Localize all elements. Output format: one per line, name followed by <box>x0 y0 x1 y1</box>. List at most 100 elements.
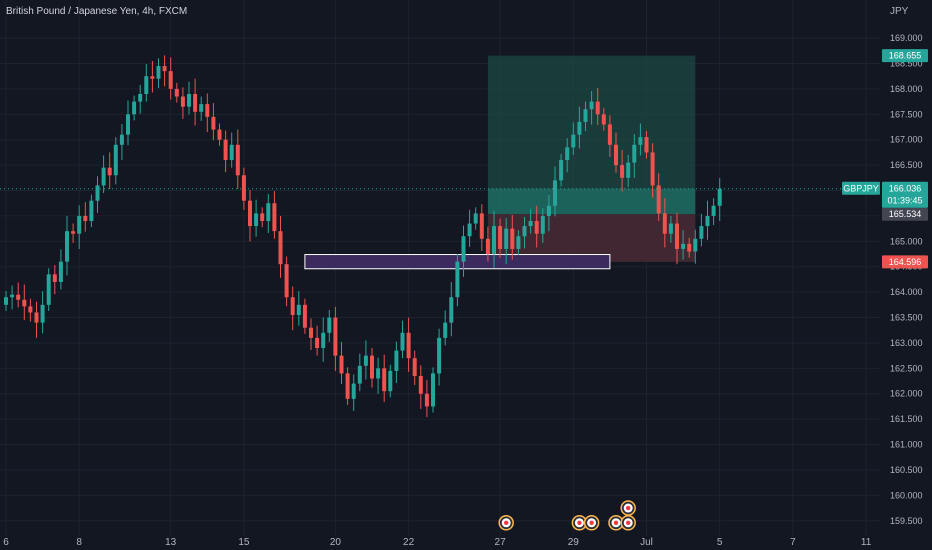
candle-body <box>193 93 198 112</box>
candle-body <box>101 167 106 186</box>
candle-body <box>559 160 564 181</box>
y-tick-label: 166.500 <box>890 160 923 170</box>
countdown-text: 01:39:45 <box>887 196 922 206</box>
candle <box>156 58 161 88</box>
event-icon[interactable] <box>608 515 624 531</box>
economic-events[interactable] <box>498 500 636 531</box>
candle <box>327 309 332 342</box>
candle-body <box>199 104 204 112</box>
candle <box>638 123 643 156</box>
candle <box>241 167 246 210</box>
candle <box>681 230 686 260</box>
candle <box>144 64 149 102</box>
candle <box>309 318 313 351</box>
candle-body <box>260 213 265 222</box>
candle <box>132 95 137 121</box>
candle-body <box>370 355 374 379</box>
candle <box>492 210 496 268</box>
candle-body <box>418 375 423 394</box>
candle-body <box>485 238 490 255</box>
candle <box>412 350 417 386</box>
event-icon[interactable] <box>620 515 636 531</box>
candle <box>595 87 600 125</box>
event-icon-dot <box>577 520 582 525</box>
candle <box>138 84 143 114</box>
candle <box>650 143 655 198</box>
candle <box>174 82 179 103</box>
candle <box>687 237 692 258</box>
candle-body <box>614 144 618 166</box>
stop-zone <box>487 214 696 262</box>
y-tick-label: 163.500 <box>890 313 923 323</box>
candle-body <box>77 215 82 234</box>
candle <box>46 268 51 311</box>
y-tick-label: 167.500 <box>890 109 923 119</box>
candle <box>95 176 100 213</box>
y-tick-label: 161.000 <box>890 440 923 450</box>
event-icon[interactable] <box>583 515 600 531</box>
stop-price-tag: 164.596 <box>882 255 928 269</box>
candle <box>473 207 478 230</box>
candle-body <box>89 200 94 222</box>
y-tick-label: 165.000 <box>890 236 923 246</box>
candle-body <box>620 165 625 178</box>
candle-body <box>516 236 521 249</box>
candle <box>443 310 448 346</box>
candle <box>284 256 289 307</box>
stop-price-tag-bg <box>882 255 928 269</box>
y-tick-label: 169.000 <box>890 33 923 43</box>
x-tick-label: 5 <box>717 537 723 548</box>
candle-body <box>638 137 643 145</box>
candle-body <box>156 66 161 79</box>
candle <box>351 374 356 412</box>
candle <box>614 132 618 173</box>
candle-body <box>119 134 124 145</box>
candle-body <box>180 96 185 107</box>
candle-body <box>65 231 69 262</box>
candle-body <box>357 365 362 384</box>
candle-body <box>473 213 478 224</box>
entry-price-tag: 165.534 <box>882 207 928 221</box>
candle <box>376 357 381 394</box>
candle-body <box>595 101 600 115</box>
candle-body <box>528 221 533 227</box>
candle-body <box>315 337 320 349</box>
current-price-text: 166.036 <box>889 184 922 194</box>
event-icon[interactable] <box>571 515 588 531</box>
candle-body <box>546 205 551 216</box>
candle <box>22 284 27 321</box>
candle-body <box>10 294 15 298</box>
candle-body <box>717 188 722 206</box>
candle <box>400 320 405 359</box>
candle <box>559 153 564 187</box>
candle <box>644 131 649 159</box>
candle-body <box>254 213 259 227</box>
candle-body <box>424 393 429 407</box>
candle-body <box>363 355 368 366</box>
candle-body <box>540 215 545 234</box>
candle <box>71 223 76 243</box>
y-tick-label: 159.500 <box>890 516 923 526</box>
y-tick-label: 167.000 <box>890 135 923 145</box>
candle <box>693 229 698 264</box>
candle <box>711 198 716 226</box>
candle-body <box>223 139 228 161</box>
y-tick-label: 162.000 <box>890 389 923 399</box>
x-tick-label: 13 <box>165 537 177 548</box>
candle-body <box>4 297 8 305</box>
candle-body <box>693 238 698 252</box>
candle-body <box>339 355 344 374</box>
event-icon[interactable] <box>498 515 514 531</box>
event-icon[interactable] <box>620 500 636 516</box>
candle <box>504 217 509 265</box>
candle-body <box>107 167 112 176</box>
candle-body <box>16 294 21 300</box>
x-tick-label: 8 <box>76 537 82 548</box>
candle-body <box>284 264 289 298</box>
candle <box>296 291 301 326</box>
candle <box>52 265 57 295</box>
